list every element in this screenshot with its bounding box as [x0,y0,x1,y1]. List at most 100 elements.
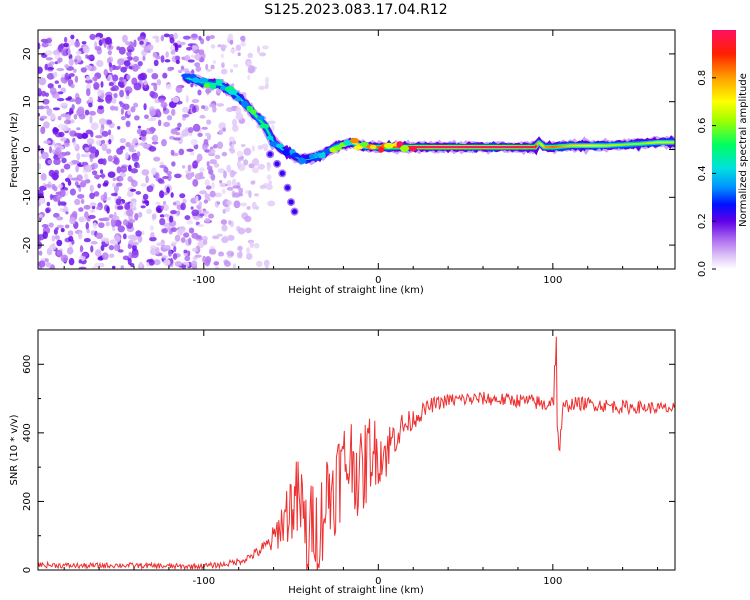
noise-speckle [90,122,99,131]
ridge-blob [181,73,191,78]
spectrogram-xlabel: Height of straight line (km) [288,285,424,296]
noise-speckle [221,44,226,52]
noise-speckle [149,90,156,98]
noise-speckle [106,205,110,214]
noise-speckle [138,261,143,268]
frequency-ridge [181,73,675,216]
noise-speckle [174,261,183,267]
noise-speckle [206,165,213,171]
noise-speckle [160,205,165,210]
noise-speckle [208,213,215,219]
noise-speckle [151,134,159,143]
noise-speckle [38,214,43,218]
noise-speckle [216,103,225,107]
colorbar: 0.0 0.2 0.4 0.6 0.8 Normalized spectral ampl… [697,30,749,277]
noise-speckle [140,205,146,209]
noise-speckle [133,115,140,121]
noise-speckle [198,35,202,41]
noise-speckle [119,165,128,173]
noise-speckle [45,50,53,56]
noise-speckle [67,39,75,47]
ridge-blob [334,145,342,151]
ridge-blob [250,109,257,115]
noise-speckle [119,145,126,150]
noise-speckle [153,259,161,266]
ridge-blob [266,135,274,141]
noise-speckle [63,142,70,148]
noise-speckle [227,234,235,241]
branch-core [288,199,294,205]
noise-speckle [117,225,125,233]
noise-speckle [75,165,79,173]
noise-speckle [187,127,194,134]
noise-speckle [80,198,85,205]
noise-speckle [135,190,142,195]
branch-core [279,170,285,176]
noise-speckle [38,250,43,256]
noise-speckle [225,107,234,112]
noise-speckle [251,145,255,152]
noise-speckle [95,232,104,240]
noise-speckle [205,88,212,94]
noise-speckle [221,151,228,157]
noise-speckle [186,219,194,225]
noise-speckle [191,232,199,239]
noise-speckle [172,96,180,103]
noise-speckle [221,62,225,69]
noise-speckle [246,252,253,260]
noise-speckle [131,155,140,162]
noise-speckle [100,237,109,242]
noise-speckle [68,257,75,266]
noise-speckle [98,222,105,229]
noise-speckle [105,96,112,104]
noise-speckle [238,192,244,197]
spectrogram-ytick-label: 10 [22,95,33,108]
noise-speckle [39,185,47,191]
noise-speckle [64,224,70,229]
noise-speckle [93,83,100,90]
noise-speckle [140,230,145,236]
noise-speckle [191,98,200,104]
noise-speckle [60,168,65,173]
noise-speckle [75,97,82,105]
noise-speckle [226,164,231,173]
noise-speckle [228,220,232,225]
noise-speckle [126,51,132,57]
noise-speckle [181,129,190,137]
noise-speckle [162,204,169,212]
noise-speckle [57,84,62,89]
noise-speckle [102,182,109,187]
noise-speckle [120,66,127,73]
noise-speckle [103,191,108,199]
noise-speckle [219,182,226,188]
noise-speckle [108,129,112,136]
noise-speckle [190,138,198,146]
noise-speckle [268,180,272,186]
snr-ytick-label: 400 [22,423,33,442]
noise-speckle [182,35,191,40]
noise-speckle [162,175,169,180]
noise-speckle [48,222,54,228]
noise-speckle [229,169,236,178]
noise-speckle [124,202,130,210]
noise-speckle [163,191,168,196]
noise-speckle [192,178,199,187]
noise-speckle [111,265,116,269]
colorbar-tick-label: 0.8 [697,70,708,86]
noise-speckle [84,64,92,71]
noise-speckle [244,215,252,223]
ridge-blob [323,148,331,154]
noise-speckle [256,260,263,267]
noise-speckle [88,102,93,108]
noise-speckle [227,33,234,41]
noise-speckle [191,209,200,217]
noise-speckle [264,263,269,269]
noise-speckle [240,42,246,47]
noise-speckle [93,191,100,197]
noise-speckle [165,51,169,58]
noise-speckle [44,105,50,110]
noise-speckle [169,37,175,44]
noise-speckle [76,184,81,188]
noise-speckle [208,248,217,255]
noise-speckle [86,138,95,145]
